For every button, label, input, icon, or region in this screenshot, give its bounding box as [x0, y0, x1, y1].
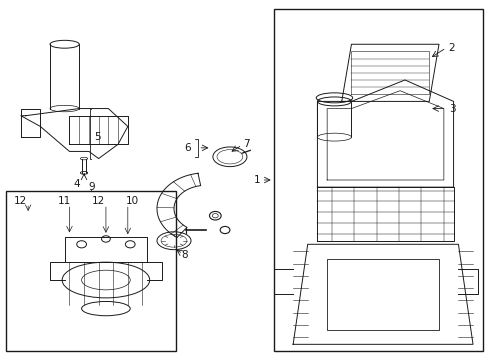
Bar: [326, 258, 438, 330]
Text: 12: 12: [14, 197, 27, 206]
Bar: [6, 191, 176, 351]
Ellipse shape: [50, 40, 79, 48]
Bar: [273, 9, 482, 351]
Text: 3: 3: [448, 104, 454, 113]
Text: 9: 9: [88, 182, 95, 192]
Ellipse shape: [317, 133, 351, 141]
Text: 4: 4: [73, 179, 80, 189]
Text: 6: 6: [184, 143, 191, 153]
Text: 2: 2: [448, 43, 454, 53]
Text: 12: 12: [92, 197, 105, 206]
Text: 7: 7: [243, 139, 250, 149]
Text: 8: 8: [181, 250, 187, 260]
Text: 1: 1: [254, 175, 260, 185]
Text: 10: 10: [126, 197, 139, 206]
Ellipse shape: [317, 97, 351, 106]
Text: 5: 5: [94, 132, 100, 142]
Ellipse shape: [50, 105, 79, 112]
Text: 11: 11: [58, 197, 71, 206]
